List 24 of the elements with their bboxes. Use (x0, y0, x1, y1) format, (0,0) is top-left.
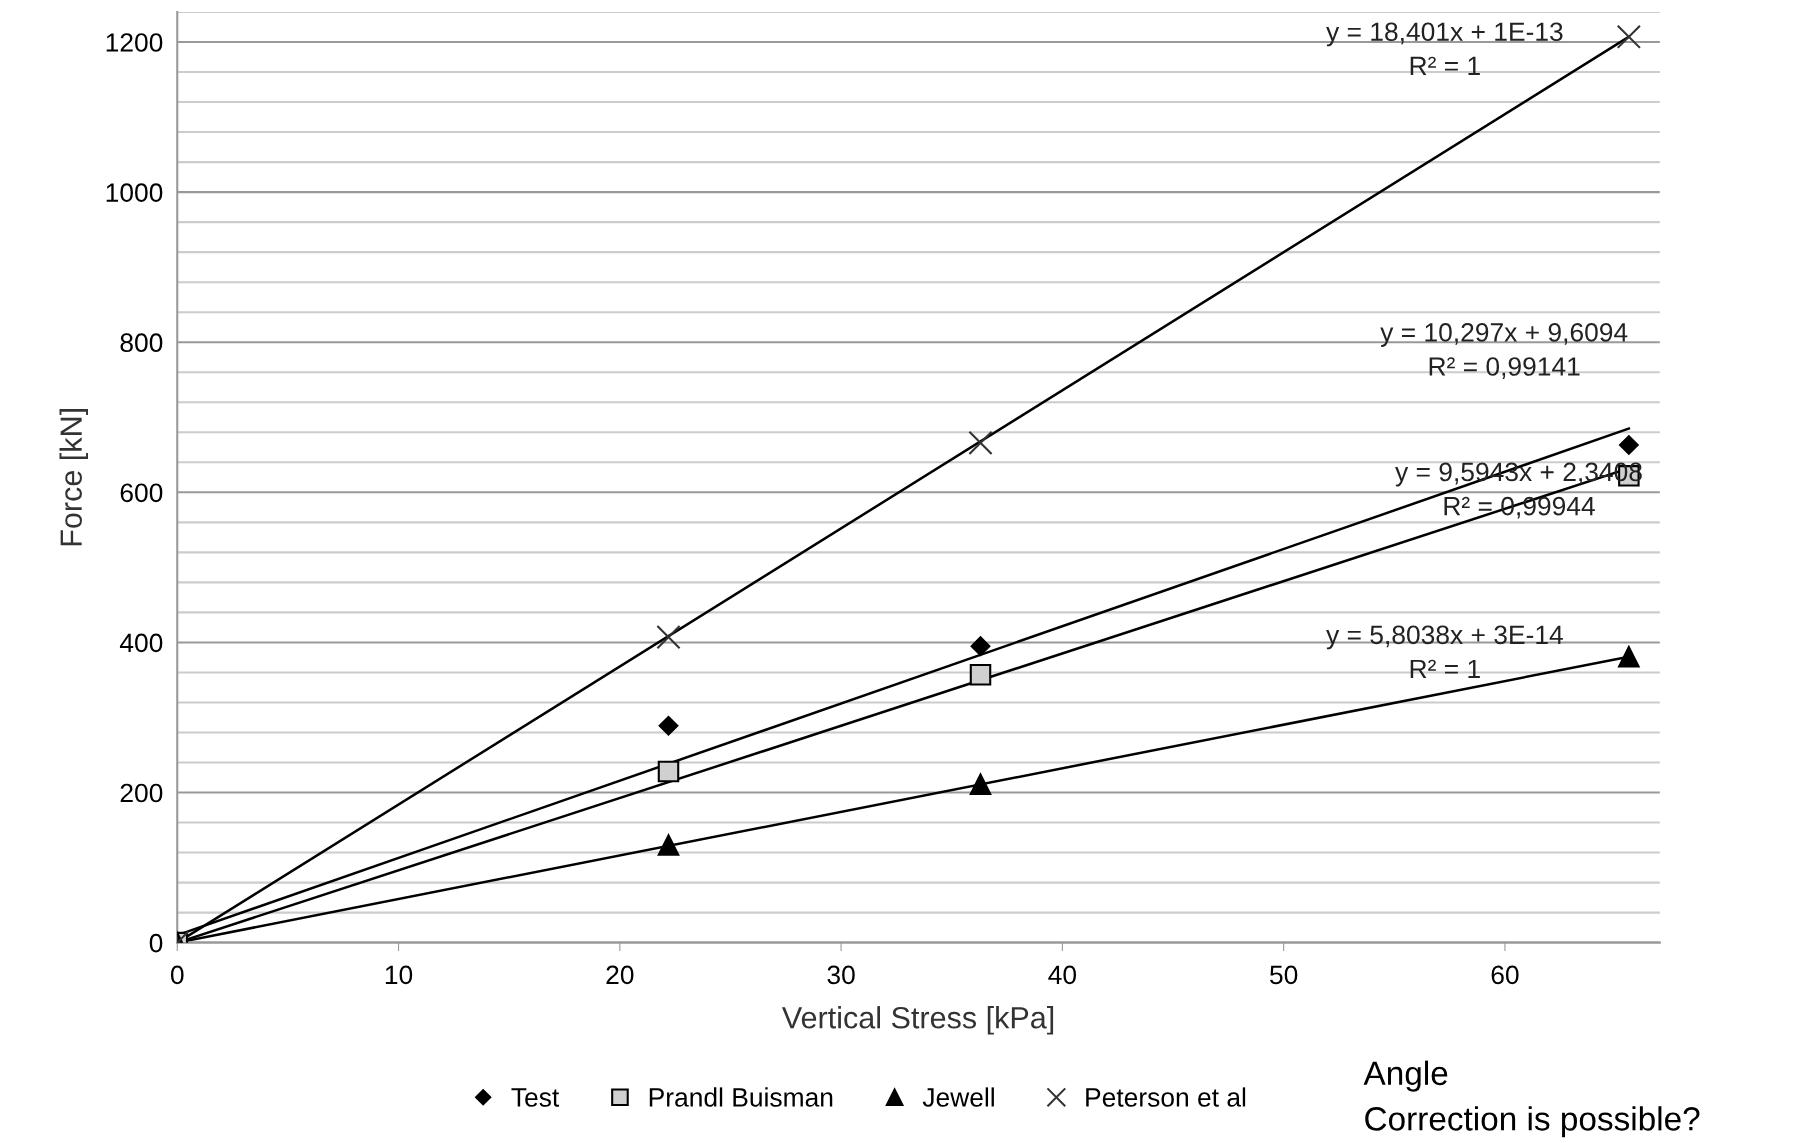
x-tick-label: 0 (170, 965, 184, 985)
x-tick-label: 50 (1270, 965, 1298, 985)
annotation: y = 5,8038x + 3E-14 R² = 1 (1326, 625, 1563, 679)
y-tick-label: 1000 (106, 183, 163, 202)
y-tick-label: 200 (120, 783, 163, 803)
x-axis-title: Vertical Stress [kPa] (781, 1006, 1054, 1035)
x-tick-label: 20 (606, 965, 634, 985)
x-tick-label: 10 (385, 965, 413, 985)
y-tick-label: 0 (149, 933, 163, 953)
annotation: y = 18,401x + 1E-13 R² = 1 (1326, 22, 1563, 75)
y-tick-label: 800 (120, 333, 163, 353)
x-tick-label: 60 (1491, 965, 1519, 985)
y-tick-label: 400 (119, 633, 163, 653)
y-axis-title: Force [kN] (59, 409, 88, 546)
y-tick-label: 600 (120, 483, 163, 503)
legend-label: Peterson et al (1086, 1087, 1246, 1107)
legend-label: Prandl Buisman (649, 1087, 833, 1107)
x-tick-label: 40 (1048, 965, 1077, 985)
y-tick-label: 1200 (106, 33, 163, 52)
legend-label: Test (511, 1088, 560, 1107)
legend-label: Jewell (922, 1087, 994, 1107)
x-tick-label: 30 (827, 965, 855, 985)
annotation: y = 10,297x + 9,6094 R² = 0,99141 (1380, 323, 1628, 379)
text: Angle Correction is possible? (1363, 1060, 1700, 1138)
